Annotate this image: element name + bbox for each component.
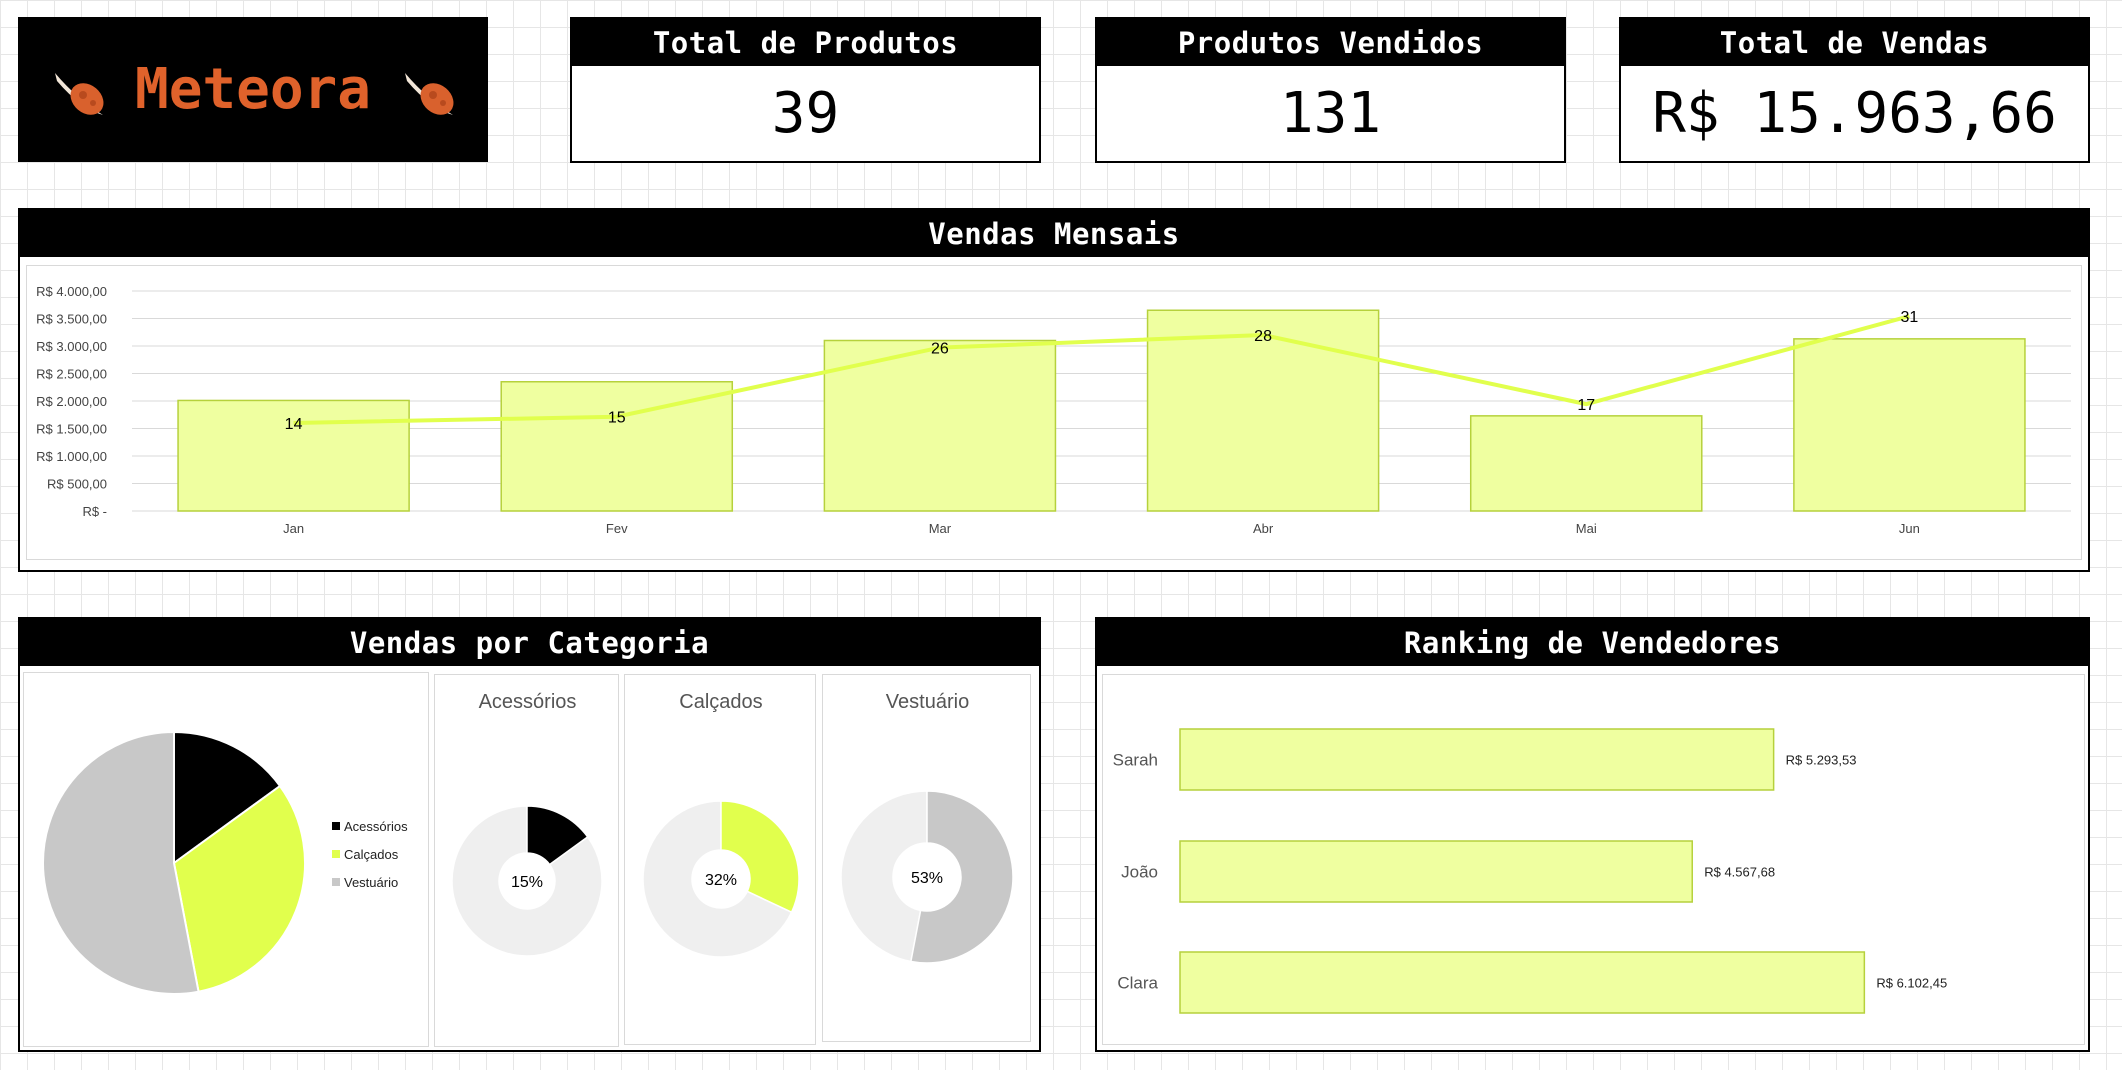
bar [1179,951,1866,1014]
x-tick-label: Jan [283,521,304,536]
donut-chart-vestuario: Vestuário 53% [840,691,1014,964]
y-tick-label: R$ 3.000,00 [36,339,107,354]
donut-segment [910,790,1014,964]
y-tick-label: R$ 3.500,00 [36,312,107,327]
monthly-sales-chart: R$ - R$ 500,00 R$ 1.000,00 R$ 1.500,00 R$ 2.… [36,284,2071,536]
monthly-sales-panel: Vendas Mensais R$ - R$ 500,00 R$ 1.000,00 R… [18,208,2090,572]
y-tick-label: R$ - [82,504,107,519]
donut-title: Acessórios [479,691,577,713]
bar [1146,309,1380,512]
bar [1793,338,2026,512]
seller-ranking-panel: Ranking de Vendedores Sarah R$ 5.293,53 Jo… [1095,617,2090,1052]
ranking-chart-area: Sarah R$ 5.293,53 João R$ 4.567,68 Clara R$ 6… [1102,674,2085,1045]
category-pie-chart: Acessórios Calçados Vestuário [42,730,408,995]
legend-swatch [332,850,340,858]
meteor-icon [54,72,104,115]
x-tick-label: Jun [1899,521,1920,536]
legend-swatch [332,822,340,830]
legend-entry: Vestuário [344,875,398,890]
kpi-title: Total de Vendas [1621,19,2088,66]
legend-entry: Calçados [344,847,399,862]
bar [823,339,1057,512]
kpi-card-total-vendas: Total de Vendas R$ 15.963,66 [1619,17,2090,163]
donut-segment [720,800,800,914]
y-tick-label: R$ 2.000,00 [36,394,107,409]
donut-area-vestuario: Vestuário 53% [822,674,1031,1042]
data-label: R$ 4.567,68 [1704,865,1775,880]
brand-logo: Meteora [18,17,488,162]
category-pie-area: Acessórios Calçados Vestuário [23,672,429,1047]
kpi-card-total-produtos: Total de Produtos 39 [570,17,1041,163]
donut-chart-acessorios: Acessórios 15% [451,691,603,957]
y-tick-label: R$ 4.000,00 [36,284,107,299]
x-tick-label: Abr [1253,521,1274,536]
x-tick-label: Mai [1576,521,1597,536]
donut-segment [526,805,589,866]
bar [1179,840,1693,903]
donut-remainder [451,805,603,957]
bar [1469,415,1703,512]
data-label: 15 [608,410,626,427]
category-sales-panel: Vendas por Categoria Acessórios Calçados V… [18,617,1041,1052]
donut-label: 32% [705,872,737,889]
bar [177,399,410,512]
donut-remainder [840,790,928,963]
brand-name: Meteora [134,57,371,122]
seller-name: João [1121,863,1158,882]
kpi-value: 39 [771,81,840,146]
legend-swatch [332,878,340,886]
section-title: Vendas por Categoria [20,619,1039,666]
y-tick-label: R$ 1.000,00 [36,449,107,464]
x-tick-label: Mar [929,521,952,536]
monthly-chart-area: R$ - R$ 500,00 R$ 1.000,00 R$ 1.500,00 R$ 2.… [26,265,2082,560]
data-label: 28 [1254,328,1272,345]
x-tick-label: Fev [606,521,628,536]
pie-slice [172,784,306,993]
bar [500,381,734,512]
data-label: R$ 5.293,53 [1786,753,1857,768]
donut-title: Vestuário [886,691,969,713]
kpi-title: Produtos Vendidos [1097,19,1564,66]
kpi-value: R$ 15.963,66 [1652,81,2057,146]
donut-remainder [642,800,793,958]
kpi-card-produtos-vendidos: Produtos Vendidos 131 [1095,17,1566,163]
pie-slice [173,730,282,865]
data-label: 14 [285,416,303,433]
kpi-value: 131 [1279,81,1382,146]
section-title: Vendas Mensais [20,210,2088,257]
section-title: Ranking de Vendedores [1097,619,2088,666]
data-label: 31 [1901,309,1919,326]
data-label: 26 [931,341,949,358]
legend-entry: Acessórios [344,819,408,834]
kpi-title: Total de Produtos [572,19,1039,66]
seller-name: Sarah [1113,751,1158,770]
seller-name: Clara [1117,974,1158,993]
donut-area-acessorios: Acessórios 15% [434,674,619,1047]
data-label: 17 [1577,397,1595,414]
y-tick-label: R$ 1.500,00 [36,422,107,437]
y-tick-label: R$ 2.500,00 [36,367,107,382]
data-label: R$ 6.102,45 [1876,976,1947,991]
meteor-icon [405,72,454,115]
series-line [293,314,1910,425]
donut-title: Calçados [679,691,762,713]
donut-label: 15% [511,874,543,891]
donut-area-calcados: Calçados 32% [624,674,816,1045]
y-tick-label: R$ 500,00 [47,477,107,492]
donut-chart-calcados: Calçados 32% [642,691,800,958]
donut-label: 53% [911,870,943,887]
bar [1179,728,1775,791]
seller-ranking-chart: Sarah R$ 5.293,53 João R$ 4.567,68 Clara R$ 6… [1113,728,1947,1014]
pie-slice [42,730,200,995]
